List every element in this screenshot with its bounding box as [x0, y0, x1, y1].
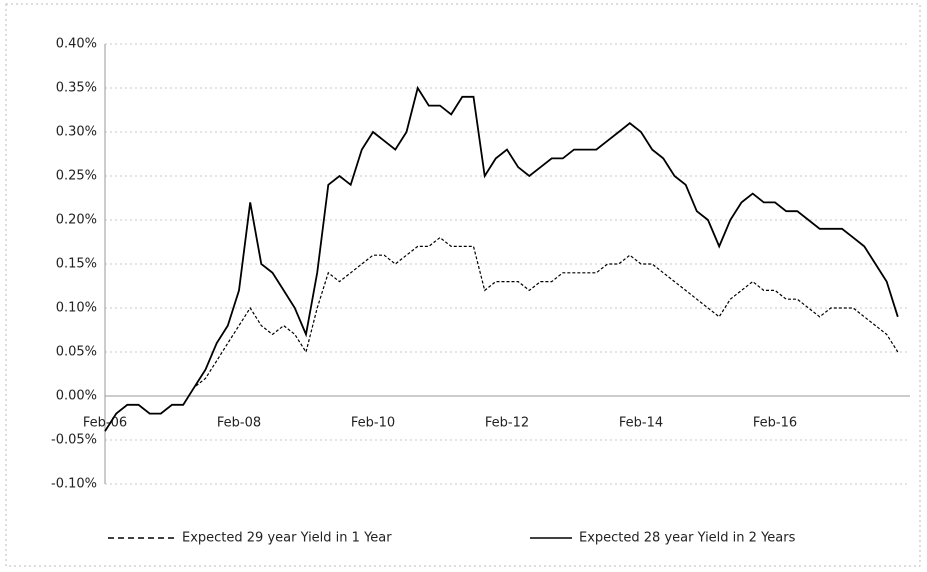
y-tick-label: -0.10%	[51, 477, 97, 492]
chart-border	[5, 3, 921, 567]
y-tick-label: 0.30%	[56, 125, 97, 140]
y-tick-label: 0.35%	[56, 81, 97, 96]
y-tick-label: 0.20%	[56, 213, 97, 228]
line-series	[104, 85, 899, 432]
y-tick-label: 0.05%	[56, 345, 97, 360]
y-tick-label: 0.10%	[56, 301, 97, 316]
x-tick-label: Feb-12	[485, 416, 529, 431]
y-tick-label: -0.05%	[51, 433, 97, 448]
x-tick-label: Feb-08	[217, 416, 261, 431]
y-tick-label: 0.40%	[56, 37, 97, 52]
x-tick-label: Feb-14	[619, 416, 663, 431]
y-tick-label: 0.15%	[56, 257, 97, 272]
legend-label: Expected 29 year Yield in 1 Year	[182, 531, 392, 546]
line-series	[104, 236, 899, 432]
x-tick-label: Feb-16	[753, 416, 797, 431]
x-tick-label: Feb-10	[351, 416, 395, 431]
y-tick-label: 0.00%	[56, 389, 97, 404]
legend-label: Expected 28 year Yield in 2 Years	[579, 531, 796, 546]
x-tick-label: Feb-06	[83, 416, 127, 431]
y-tick-label: 0.25%	[56, 169, 97, 184]
